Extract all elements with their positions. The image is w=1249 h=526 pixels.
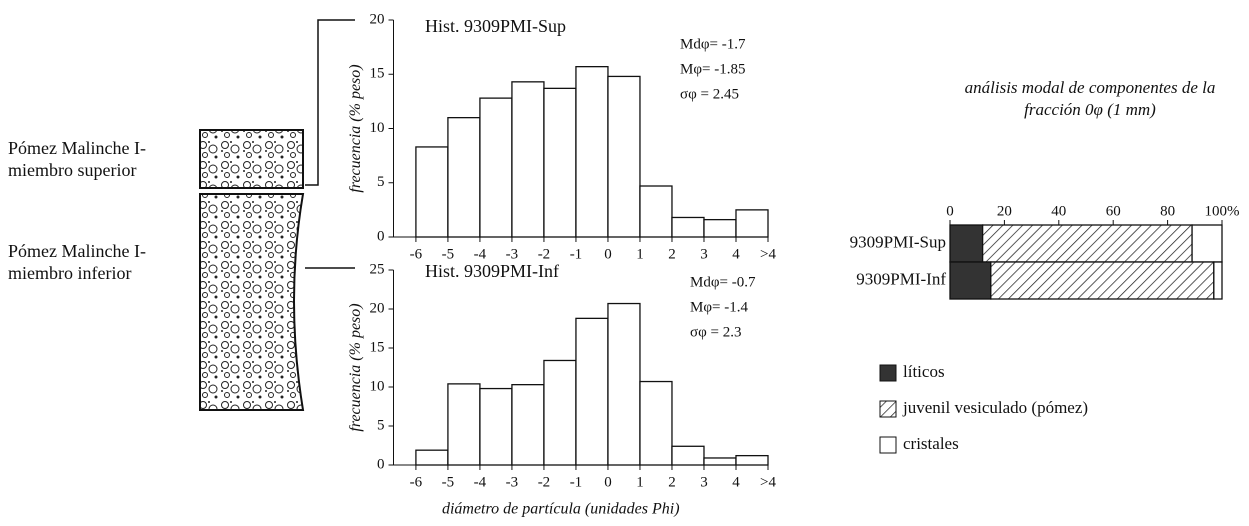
x-tick-label: 1	[636, 474, 644, 490]
bar	[511, 81, 545, 238]
bar-segment	[949, 224, 984, 263]
x-tick-label: 0	[946, 203, 954, 219]
bar	[447, 117, 481, 238]
bar	[447, 383, 481, 466]
legend-swatch	[879, 436, 897, 454]
bar	[415, 449, 449, 466]
y-axis-label: frecuencia (% peso)	[347, 303, 364, 431]
x-tick-label: -1	[570, 246, 583, 262]
x-tick-label: -6	[410, 246, 423, 262]
x-tick-label: 0	[604, 246, 612, 262]
x-tick-label: -3	[506, 246, 519, 262]
bar-segment	[981, 224, 1193, 263]
bar	[511, 384, 545, 466]
bar	[735, 454, 769, 466]
bar	[543, 87, 577, 238]
x-tick-label: 4	[732, 246, 740, 262]
x-tick-label: -6	[410, 474, 423, 490]
bar	[639, 380, 673, 466]
y-tick-label: 15	[370, 339, 385, 355]
x-tick-label: 4	[732, 474, 740, 490]
y-tick-label: 20	[370, 11, 385, 27]
legend-label: juvenil vesiculado (pómez)	[902, 398, 1088, 417]
x-tick-label: 0	[604, 474, 612, 490]
y-tick-label: 20	[370, 300, 385, 316]
bar	[703, 218, 737, 238]
y-tick-label: 0	[377, 456, 385, 472]
category-label: 9309PMI-Sup	[850, 232, 946, 251]
x-tick-label: -5	[442, 246, 455, 262]
bar-segment	[949, 261, 992, 300]
x-tick-label: 60	[1106, 203, 1121, 219]
bar	[543, 359, 577, 466]
y-tick-label: 0	[377, 228, 385, 244]
legend-swatch	[879, 364, 897, 382]
x-tick-label: -5	[442, 474, 455, 490]
x-tick-label: 3	[700, 474, 708, 490]
bar	[735, 209, 769, 238]
stratigraphic-column	[199, 19, 355, 411]
x-tick-label: 3	[700, 246, 708, 262]
chart-title: Hist. 9309PMI-Inf	[425, 261, 559, 281]
legend-swatch	[879, 400, 897, 418]
column-label: Pómez Malinche I-miembro superior	[8, 138, 146, 180]
x-tick-label: 2	[668, 246, 676, 262]
bar	[671, 216, 705, 238]
annotation: Mdφ= -1.7	[680, 36, 746, 52]
x-axis-label: diámetro de partícula (unidades Phi)	[442, 501, 680, 518]
bar	[479, 387, 513, 466]
y-tick-label: 15	[370, 66, 385, 82]
y-axis-label: frecuencia (% peso)	[347, 64, 364, 192]
x-tick-label: 80	[1160, 203, 1175, 219]
annotation: σφ = 2.45	[680, 86, 739, 102]
x-tick-label: 40	[1051, 203, 1066, 219]
bar	[671, 445, 705, 466]
x-tick-label: -4	[474, 246, 487, 262]
annotation: Mdφ= -0.7	[690, 274, 756, 290]
x-tick-label: -4	[474, 474, 487, 490]
bar	[607, 302, 641, 466]
y-tick-label: 5	[377, 174, 385, 190]
y-tick-label: 5	[377, 417, 385, 433]
x-tick-label: -1	[570, 474, 583, 490]
y-tick-label: 10	[370, 378, 385, 394]
x-tick-label: 1	[636, 246, 644, 262]
bar-segment	[1213, 261, 1223, 300]
x-tick-label: -3	[506, 474, 519, 490]
x-tick-label: -2	[538, 246, 551, 262]
legend-label: líticos	[903, 362, 945, 381]
x-tick-label: 100%	[1205, 203, 1240, 219]
y-tick-label: 25	[370, 261, 385, 277]
column-label: Pómez Malinche I-miembro inferior	[8, 241, 146, 283]
bar-segment	[990, 261, 1215, 300]
y-tick-label: 10	[370, 120, 385, 136]
annotation: Mφ= -1.85	[680, 61, 745, 77]
x-tick-label: >4	[760, 246, 776, 262]
bar	[607, 75, 641, 238]
x-tick-label: -2	[538, 474, 551, 490]
chart-title: análisis modal de componentes de la frac…	[964, 78, 1216, 119]
bar-segment	[1191, 224, 1223, 263]
annotation: σφ = 2.3	[690, 324, 741, 340]
bar	[639, 185, 673, 238]
annotation: Mφ= -1.4	[690, 299, 748, 315]
x-tick-label: >4	[760, 474, 776, 490]
category-label: 9309PMI-Inf	[856, 269, 946, 288]
bar	[703, 457, 737, 466]
x-tick-label: 2	[668, 474, 676, 490]
x-tick-label: 20	[997, 203, 1012, 219]
bar	[415, 146, 449, 238]
bar	[575, 66, 609, 238]
bar	[575, 317, 609, 466]
legend-label: cristales	[903, 434, 959, 453]
bar	[479, 97, 513, 238]
chart-title: Hist. 9309PMI-Sup	[425, 16, 566, 36]
